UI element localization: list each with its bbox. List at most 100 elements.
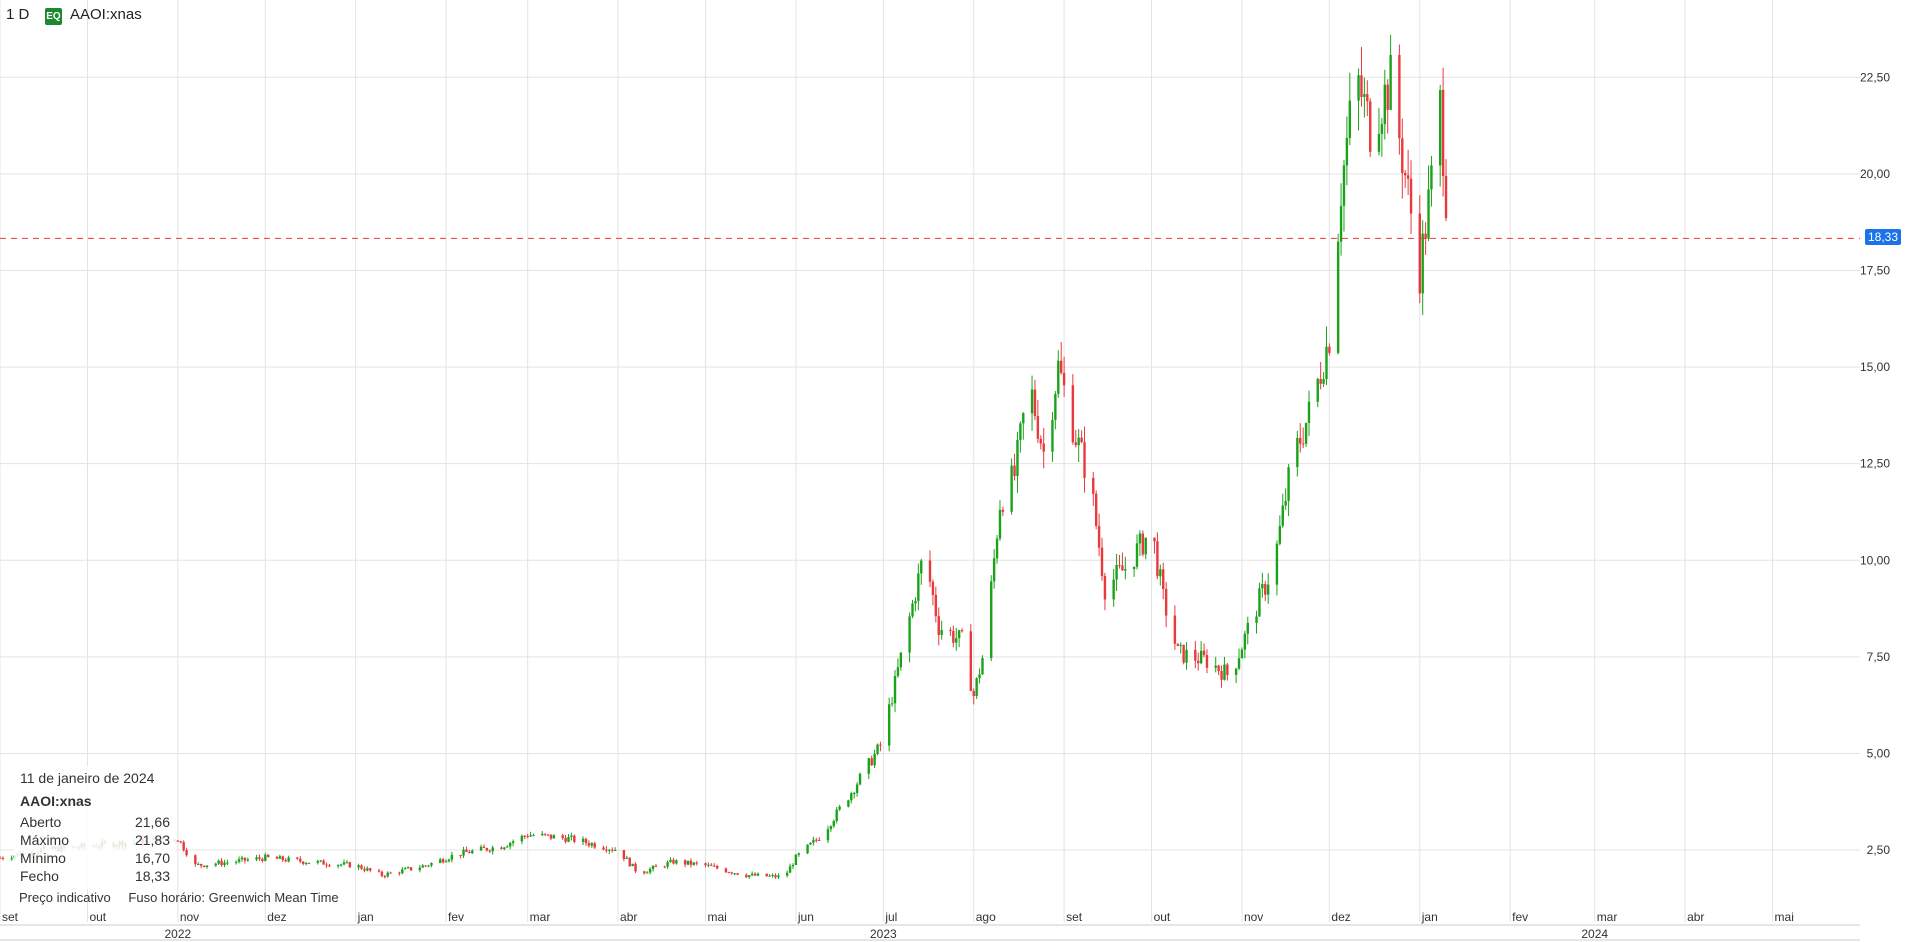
candle-body [360,865,363,869]
candle-body [695,862,698,864]
candle-body [1182,644,1185,663]
candle-body [567,836,570,842]
candle-body [237,859,241,862]
year-label: 2024 [1581,927,1608,941]
candle-body [622,850,626,859]
candle-body [663,866,666,868]
candle-body [1202,650,1206,656]
x-tick-label: fev [448,910,464,924]
candle-body [325,864,328,866]
candle-body [774,875,777,878]
candle-body [258,857,261,859]
candle-body [430,862,433,866]
candle-body [1059,360,1063,373]
candle-body [240,857,244,860]
candle-body [1409,178,1413,214]
candle-body [1316,379,1319,402]
candle-body [1328,346,1331,353]
last-price-badge: 18,33 [1865,229,1902,246]
candle-body [611,849,614,851]
candle-body [855,784,859,793]
candle-body [380,871,384,876]
candle-body [826,829,830,841]
candle-body [1135,543,1139,567]
candle-body [1100,547,1104,577]
candle-body [465,849,468,852]
candle-body [949,630,952,632]
candle-body [815,839,818,841]
chart-footer: Preço indicativo Fuso horário: Greenwich… [19,890,353,905]
candle-body [1162,569,1165,589]
candle-body [179,841,182,843]
candle-body [812,839,815,843]
symbol-label[interactable]: AAOI:xnas [70,6,142,23]
candle-body [316,861,319,863]
candle-body [628,857,631,867]
candle-body [1377,133,1381,152]
candle-body [1080,437,1083,443]
candle-body [275,856,279,859]
candle-body [424,865,427,867]
candle-body [1042,443,1045,452]
info-symbol: AAOI:xnas [20,793,92,809]
interval-selector[interactable]: 1 D [6,6,30,23]
candle-body [1240,649,1244,659]
candle-body [1039,438,1042,444]
candle-body [1322,379,1325,384]
candle-body [1153,537,1156,542]
x-tick-label: dez [1331,910,1350,924]
candle-body [1124,569,1127,571]
candle-body [1016,439,1019,477]
candle-body [899,652,903,668]
candle-body [1185,649,1188,663]
candle-body [386,872,389,877]
candle-body [707,864,710,866]
candle-body [296,857,299,859]
candle-body [850,793,853,801]
candle-body [1205,655,1209,668]
candle-body [523,835,526,837]
candle-body [643,871,646,874]
candle-body [1173,615,1177,644]
candle-body [992,558,996,582]
x-tick-label: jul [884,910,897,924]
candle-body [867,758,870,774]
candle-body [383,875,387,877]
candle-body [220,860,223,866]
candle-body [593,843,596,848]
candle-body [1010,465,1013,512]
x-tick-label: ago [976,910,996,924]
candle-body [307,862,311,864]
candle-body [322,860,325,865]
candle-body [199,863,203,866]
candle-body [1074,442,1077,446]
candle-body [284,860,287,862]
candle-body [301,861,305,864]
candle-body [508,842,512,847]
candle-body [1036,415,1040,439]
info-row-open: Aberto 21,66 [20,814,170,830]
x-tick-label: mai [1775,910,1794,924]
x-tick-label: fev [1512,910,1528,924]
candle-body [406,867,410,869]
candle-body [543,833,547,835]
x-tick-label: jan [1421,910,1438,924]
candle-body [561,835,564,838]
candle-body [506,846,509,848]
candle-body [1179,644,1182,646]
candle-body [214,863,217,866]
candle-body [541,833,544,836]
candle-body [1226,664,1229,675]
candle-body [605,849,608,851]
candle-body [890,703,894,705]
candle-body [686,860,690,865]
y-tick-label: 20,00 [1860,167,1890,181]
candle-body [194,855,197,865]
candle-body [666,862,669,867]
candle-body [1092,477,1095,494]
y-tick-label: 10,00 [1860,553,1890,567]
candle-body [447,859,451,862]
candle-body [1275,543,1279,585]
candle-body [785,872,789,876]
